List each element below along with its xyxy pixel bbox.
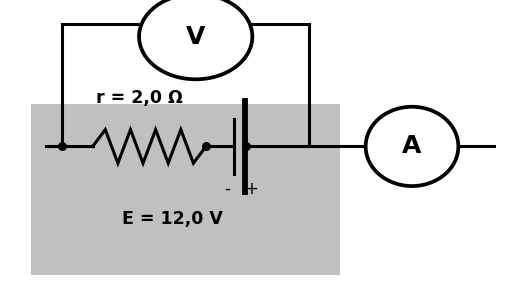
Text: -: - xyxy=(225,180,231,198)
Text: r = 2,0 Ω: r = 2,0 Ω xyxy=(96,89,182,107)
Text: E = 12,0 V: E = 12,0 V xyxy=(122,210,223,228)
Text: A: A xyxy=(402,135,422,158)
Text: +: + xyxy=(244,180,258,198)
Ellipse shape xyxy=(366,107,458,186)
Ellipse shape xyxy=(139,0,252,79)
Text: V: V xyxy=(186,25,205,48)
Bar xyxy=(31,104,340,274)
